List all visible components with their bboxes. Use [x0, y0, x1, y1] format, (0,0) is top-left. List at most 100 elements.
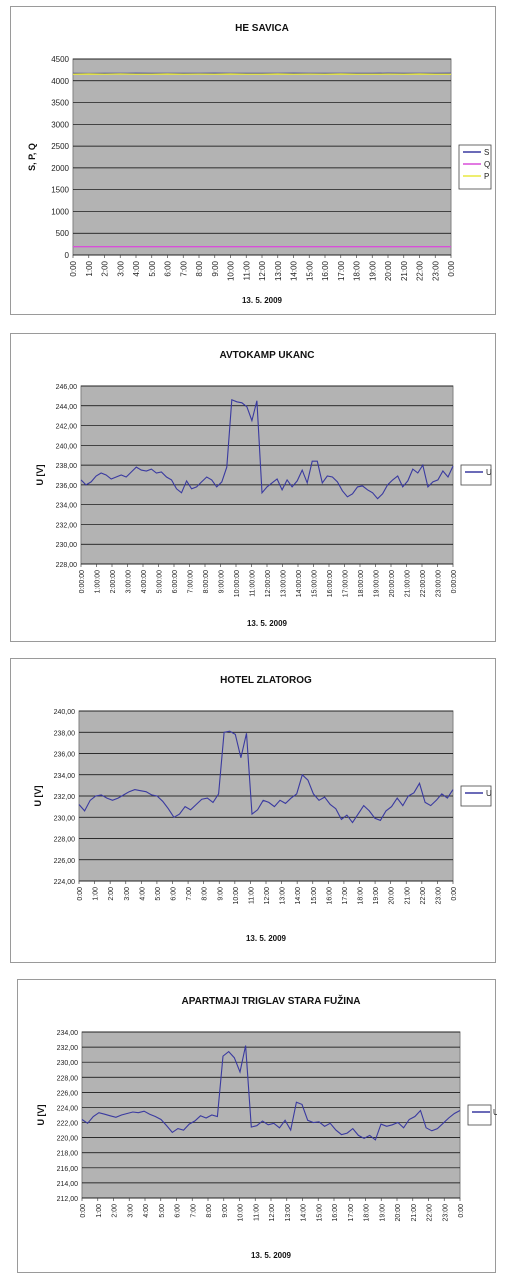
y-tick-label: 2000	[51, 164, 69, 173]
x-tick-label: 6:00	[164, 260, 173, 276]
x-tick-label: 20:00	[384, 260, 393, 281]
x-tick-label: 9:00	[211, 260, 220, 276]
legend-label-u: U	[493, 1108, 497, 1117]
y-tick-label: 220,00	[57, 1136, 79, 1143]
x-tick-label: 22:00	[427, 1204, 434, 1222]
chart-panel-hotel-zlatorog: HOTEL ZLATOROG 224,00 226,00 228,00 230,00 23…	[10, 658, 496, 963]
x-tick-label: 5:00:00	[157, 570, 164, 593]
x-tick-label: 4:00:00	[141, 570, 148, 593]
x-tick-label: 18:00	[358, 887, 365, 905]
x-tick-label: 20:00	[389, 887, 396, 905]
x-tick-label: 5:00	[148, 260, 157, 276]
x-tick-label: 10:00	[233, 887, 240, 905]
x-tick-label: 4:00	[143, 1204, 150, 1218]
x-tick-label: 6:00	[171, 887, 178, 901]
x-tick-label: 13:00:00	[281, 570, 288, 597]
y-tick-label: 240,00	[56, 443, 78, 450]
y-tick-label: 234,00	[54, 773, 76, 780]
y-axis-label: U [V]	[35, 465, 45, 486]
x-tick-label: 7:00	[186, 887, 193, 901]
x-tick-label: 0:00	[80, 1204, 87, 1218]
y-tick-label: 226,00	[54, 858, 76, 865]
x-tick-label: 8:00	[202, 887, 209, 901]
x-tick-label: 0:00	[451, 887, 458, 901]
y-tick-label: 232,00	[54, 794, 76, 801]
y-tick-label: 1500	[51, 186, 69, 195]
x-tick-label: 6:00:00	[172, 570, 179, 593]
x-tick-label: 3:00	[124, 887, 131, 901]
legend-label-q: Q	[484, 160, 490, 169]
x-tick-label: 1:00	[85, 260, 94, 276]
x-tick-label: 6:00	[175, 1204, 182, 1218]
x-tick-label: 21:00:00	[405, 570, 412, 597]
x-tick-label: 12:00	[269, 1204, 276, 1222]
x-tick-label: 9:00	[217, 887, 224, 901]
y-tick-label: 236,00	[56, 483, 78, 490]
x-tick-label: 8:00	[195, 260, 204, 276]
y-tick-label: 216,00	[57, 1166, 79, 1173]
x-tick-label: 0:00:00	[79, 570, 86, 593]
x-tick-label: 13:00	[285, 1204, 292, 1222]
x-tick-label: 9:00:00	[219, 570, 226, 593]
y-tick-label: 228,00	[57, 1075, 79, 1082]
series-line-u	[78, 730, 454, 824]
x-axis-label: 13. 5. 2009	[242, 296, 283, 305]
y-tick-label: 244,00	[56, 404, 78, 411]
legend-box	[460, 785, 492, 807]
x-tick-label: 10:00	[238, 1204, 245, 1222]
y-tick-label: 2500	[51, 142, 69, 151]
x-tick-label: 21:00	[411, 1204, 418, 1222]
y-tick-label: 228,00	[56, 562, 78, 569]
y-tick-label: 222,00	[57, 1121, 79, 1128]
y-tick-label: 242,00	[56, 424, 78, 431]
x-tick-label: 4:00	[132, 260, 141, 276]
x-tick-label: 19:00:00	[374, 570, 381, 597]
x-tick-label: 0:00	[447, 260, 456, 276]
x-tick-label: 5:00	[159, 1204, 166, 1218]
x-tick-label: 0:00:00	[451, 570, 458, 593]
x-tick-label: 17:00	[342, 887, 349, 905]
x-tick-label: 1:00	[96, 1204, 103, 1218]
y-tick-label: 224,00	[54, 879, 76, 886]
x-tick-label: 7:00	[179, 260, 188, 276]
y-tick-label: 4500	[51, 55, 69, 64]
x-tick-label: 12:00	[264, 887, 271, 905]
x-tick-label: 13:00	[274, 260, 283, 281]
y-tick-label: 238,00	[54, 730, 76, 737]
x-tick-label: 16:00:00	[327, 570, 334, 597]
x-tick-label: 23:00	[431, 260, 440, 281]
y-tick-label: 246,00	[56, 384, 78, 391]
x-tick-label: 7:00:00	[188, 570, 195, 593]
x-tick-label: 12:00	[258, 260, 267, 281]
x-tick-label: 16:00	[326, 887, 333, 905]
chart-panel-avtokamp-ukanc: AVTOKAMP UKANC 228,00 230,00 232,00 234,00 23…	[10, 333, 496, 642]
x-tick-label: 2:00	[108, 887, 115, 901]
x-tick-label: 21:00	[400, 260, 409, 281]
x-tick-label: 3:00	[127, 1204, 134, 1218]
x-tick-label: 0:00	[77, 887, 84, 901]
x-tick-label: 0:00	[458, 1204, 465, 1218]
x-tick-label: 11:00	[248, 887, 255, 904]
chart-title: HOTEL ZLATOROG	[220, 675, 312, 686]
x-tick-label: 20:00:00	[389, 570, 396, 597]
x-tick-label: 10:00:00	[234, 570, 241, 597]
y-tick-label: 0	[65, 251, 70, 260]
y-tick-label: 240,00	[54, 709, 76, 716]
chart-title: HE SAVICA	[235, 23, 289, 34]
series-line-u	[81, 1045, 461, 1141]
x-tick-label: 0:00	[69, 260, 78, 276]
x-tick-label: 12:00:00	[265, 570, 272, 597]
y-tick-label: 234,00	[57, 1030, 79, 1037]
x-tick-label: 22:00	[416, 260, 425, 281]
x-tick-label: 14:00:00	[296, 570, 303, 597]
x-tick-label: 19:00	[368, 260, 377, 281]
x-tick-label: 11:00:00	[250, 570, 257, 597]
x-tick-label: 11:00	[253, 1204, 260, 1221]
x-tick-label: 22:00:00	[420, 570, 427, 597]
x-tick-label: 18:00:00	[358, 570, 365, 597]
x-tick-label: 11:00	[242, 260, 251, 280]
chart-title: APARTMAJI TRIGLAV STARA FUŽINA	[181, 994, 360, 1007]
series-line-u	[80, 399, 454, 500]
legend-box	[467, 1104, 492, 1126]
x-tick-label: 9:00	[222, 1204, 229, 1218]
